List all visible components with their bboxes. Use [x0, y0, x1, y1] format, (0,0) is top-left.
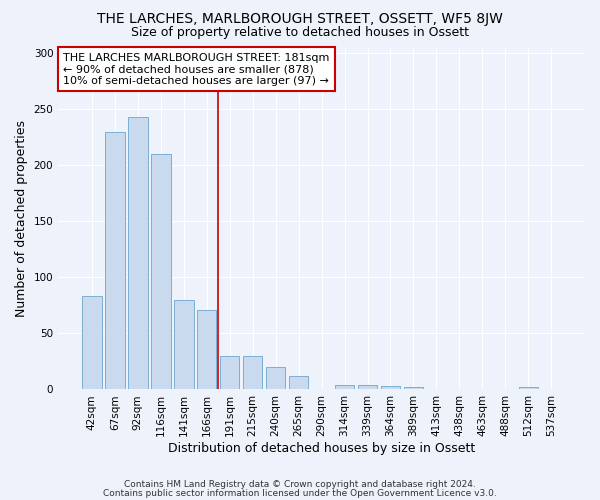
X-axis label: Distribution of detached houses by size in Ossett: Distribution of detached houses by size …: [168, 442, 475, 455]
Text: THE LARCHES, MARLBOROUGH STREET, OSSETT, WF5 8JW: THE LARCHES, MARLBOROUGH STREET, OSSETT,…: [97, 12, 503, 26]
Text: Contains public sector information licensed under the Open Government Licence v3: Contains public sector information licen…: [103, 488, 497, 498]
Bar: [381, 386, 400, 390]
Bar: [174, 300, 194, 390]
Bar: [358, 385, 377, 390]
Bar: [289, 376, 308, 390]
Bar: [404, 387, 423, 390]
Bar: [335, 385, 355, 390]
Bar: [128, 117, 148, 390]
Text: Size of property relative to detached houses in Ossett: Size of property relative to detached ho…: [131, 26, 469, 39]
Bar: [151, 154, 170, 390]
Text: THE LARCHES MARLBOROUGH STREET: 181sqm
← 90% of detached houses are smaller (878: THE LARCHES MARLBOROUGH STREET: 181sqm ←…: [64, 52, 330, 86]
Bar: [197, 310, 217, 390]
Y-axis label: Number of detached properties: Number of detached properties: [15, 120, 28, 317]
Bar: [243, 356, 262, 390]
Bar: [105, 132, 125, 390]
Bar: [82, 296, 101, 390]
Text: Contains HM Land Registry data © Crown copyright and database right 2024.: Contains HM Land Registry data © Crown c…: [124, 480, 476, 489]
Bar: [220, 356, 239, 390]
Bar: [518, 387, 538, 390]
Bar: [266, 367, 286, 390]
